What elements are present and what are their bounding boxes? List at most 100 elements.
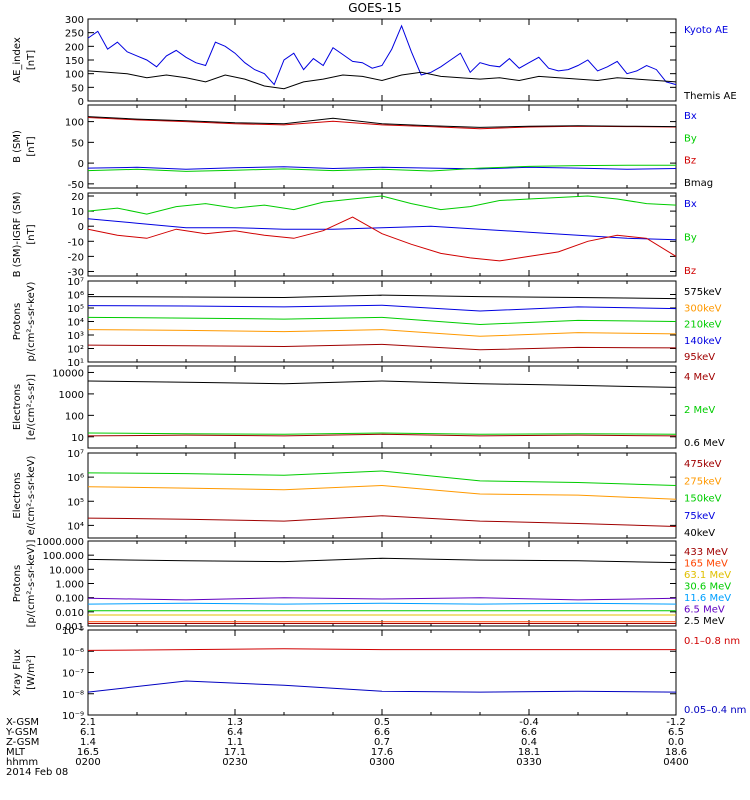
y-axis-unit: [e/(cm²-s-sr)]	[26, 374, 37, 440]
legend-entry: 475keV	[684, 459, 722, 470]
panel-frame	[87, 104, 677, 189]
y-axis-unit: [nT]	[26, 136, 37, 156]
ephemeris-value: 18.1	[518, 747, 540, 758]
y-tick-label: 10	[71, 433, 84, 444]
legend-entry: 275keV	[684, 476, 722, 487]
legend-entry: 210keV	[684, 320, 722, 331]
y-axis-unit: [nT]	[26, 224, 37, 244]
ephemeris-value: 0330	[516, 757, 541, 768]
ephemeris-value: 0200	[75, 757, 100, 768]
legend-entry: 4 MeV	[684, 372, 715, 383]
chart-title: GOES-15	[348, 1, 402, 15]
series-line-275kev	[87, 484, 677, 500]
y-tick-label: 250	[65, 29, 84, 40]
ephemeris-value: -1.2	[666, 717, 686, 728]
y-tick-label: 150	[65, 56, 84, 67]
y-axis-unit: [W/m²]	[26, 655, 37, 690]
y-tick-label: 0.001	[55, 622, 84, 633]
y-tick-label: 0	[78, 159, 84, 170]
legend-entry: By	[684, 233, 697, 244]
ephemeris-row-label: hhmm	[6, 757, 38, 768]
ephemeris-value: 0400	[663, 757, 688, 768]
ephemeris-value: 0.4	[521, 737, 537, 748]
legend-entry: Kyoto AE	[684, 25, 728, 36]
y-axis-unit: e/(cm²-s-sr-keV)	[26, 456, 37, 536]
y-tick-label: 10⁶	[67, 291, 84, 302]
legend-entry: 2.5 MeV	[684, 616, 725, 627]
y-tick-label: 10⁻⁶	[62, 647, 84, 658]
y-axis-unit: [nT]	[26, 50, 37, 70]
y-tick-label: 10⁻⁹	[62, 711, 84, 722]
series-line-0-6-mev	[87, 380, 677, 388]
y-tick-label: 10³	[67, 331, 84, 342]
ephemeris-value: 1.4	[80, 737, 96, 748]
ephemeris-value: 1.3	[227, 717, 243, 728]
series-line-bx	[87, 166, 677, 170]
ephemeris-value: 17.6	[371, 747, 393, 758]
y-tick-label: 10⁵	[67, 497, 84, 508]
y-tick-label: 1000.000	[36, 537, 84, 548]
y-axis-label: B (SM)	[12, 130, 23, 163]
y-tick-label: 0.010	[55, 608, 84, 619]
series-line-6-5-mev	[87, 597, 677, 601]
series-line-210kev	[87, 316, 677, 326]
y-tick-label: 10²	[67, 345, 84, 356]
y-axis-label: B (SM)-IGRF (SM)	[12, 192, 23, 278]
legend-entry: Bx	[684, 111, 697, 122]
panel-4: 10¹ 10² 10³ 10⁴ 10⁵ 10⁶ 10⁷ Protons p/(cm²-s-sr-…	[12, 277, 722, 369]
series-line-140kev	[87, 304, 677, 312]
ephemeris-value: 6.4	[227, 727, 243, 738]
legend-entry: 6.5 MeV	[684, 605, 725, 616]
y-tick-label: 1.000	[55, 580, 84, 591]
ephemeris-row-label: X-GSM	[6, 717, 39, 728]
ephemeris-value: 0.7	[374, 737, 390, 748]
legend-entry: Bz	[684, 266, 696, 277]
panel-5: 10 100 1000 10000 Electrons [e/(cm²-s-sr)] 4 M…	[12, 365, 725, 449]
y-tick-label: 20	[71, 192, 84, 203]
y-tick-label: 0	[78, 222, 84, 233]
y-tick-label: -30	[68, 267, 84, 278]
y-tick-label: 100	[65, 411, 84, 422]
legend-entry: 575keV	[684, 287, 722, 298]
y-tick-label: 10⁻⁷	[62, 669, 84, 680]
series-line-150kev	[87, 470, 677, 486]
series-line-by	[87, 164, 676, 172]
panel-8: 10⁻⁹ 10⁻⁸ 10⁻⁷ 10⁻⁶ 10⁻⁵ Xray Flux [W/m²] 0.1–0…	[12, 626, 746, 722]
series-line-300kev	[87, 329, 677, 337]
y-tick-label: 10⁻⁸	[62, 690, 84, 701]
y-axis-label: Electrons	[12, 384, 23, 430]
series-line-kyoto-ae	[87, 24, 677, 86]
ephemeris-value: 16.5	[77, 747, 99, 758]
y-tick-label: 10000	[52, 368, 84, 379]
y-tick-label: -50	[68, 180, 84, 191]
legend-entry: 300keV	[684, 303, 722, 314]
ephemeris-value: -0.4	[519, 717, 539, 728]
y-axis-unit: [p/(cm²-s-sr-keV)]	[26, 540, 37, 628]
ephemeris-value: 6.6	[374, 727, 390, 738]
ephemeris-row-label: Z-GSM	[6, 737, 39, 748]
panel-2: -50 0 50 100 B (SM) [nT] Bx By Bz Bmag	[12, 104, 713, 191]
series-line-themis-ae	[87, 70, 677, 90]
panel-frame	[87, 192, 677, 277]
series-line-11-6-mev	[87, 602, 677, 605]
series-line-4-mev	[87, 433, 677, 437]
series-line-bz	[87, 117, 677, 130]
y-tick-label: 10⁴	[67, 318, 84, 329]
ephemeris-value: 1.1	[227, 737, 243, 748]
y-tick-label: 10.000	[49, 565, 84, 576]
y-tick-label: 10	[71, 207, 84, 218]
legend-entry: 433 MeV	[684, 547, 728, 558]
y-tick-label: 10⁻⁵	[62, 626, 84, 637]
y-tick-label: 10⁶	[67, 473, 84, 484]
series-line-by	[87, 195, 677, 215]
panel-1: 0 50 100 150 200 250 300 AE_index [nT] Kyoto AE Th…	[12, 15, 737, 108]
y-tick-label: 200	[65, 42, 84, 53]
legend-entry: 63.1 MeV	[684, 570, 731, 581]
legend-entry: 40keV	[684, 528, 715, 539]
y-axis-label: Xray Flux	[12, 649, 23, 696]
panel-frame	[87, 365, 677, 449]
y-tick-label: 10⁷	[67, 449, 84, 460]
y-tick-label: 10⁵	[67, 304, 84, 315]
y-tick-label: 300	[65, 15, 84, 26]
